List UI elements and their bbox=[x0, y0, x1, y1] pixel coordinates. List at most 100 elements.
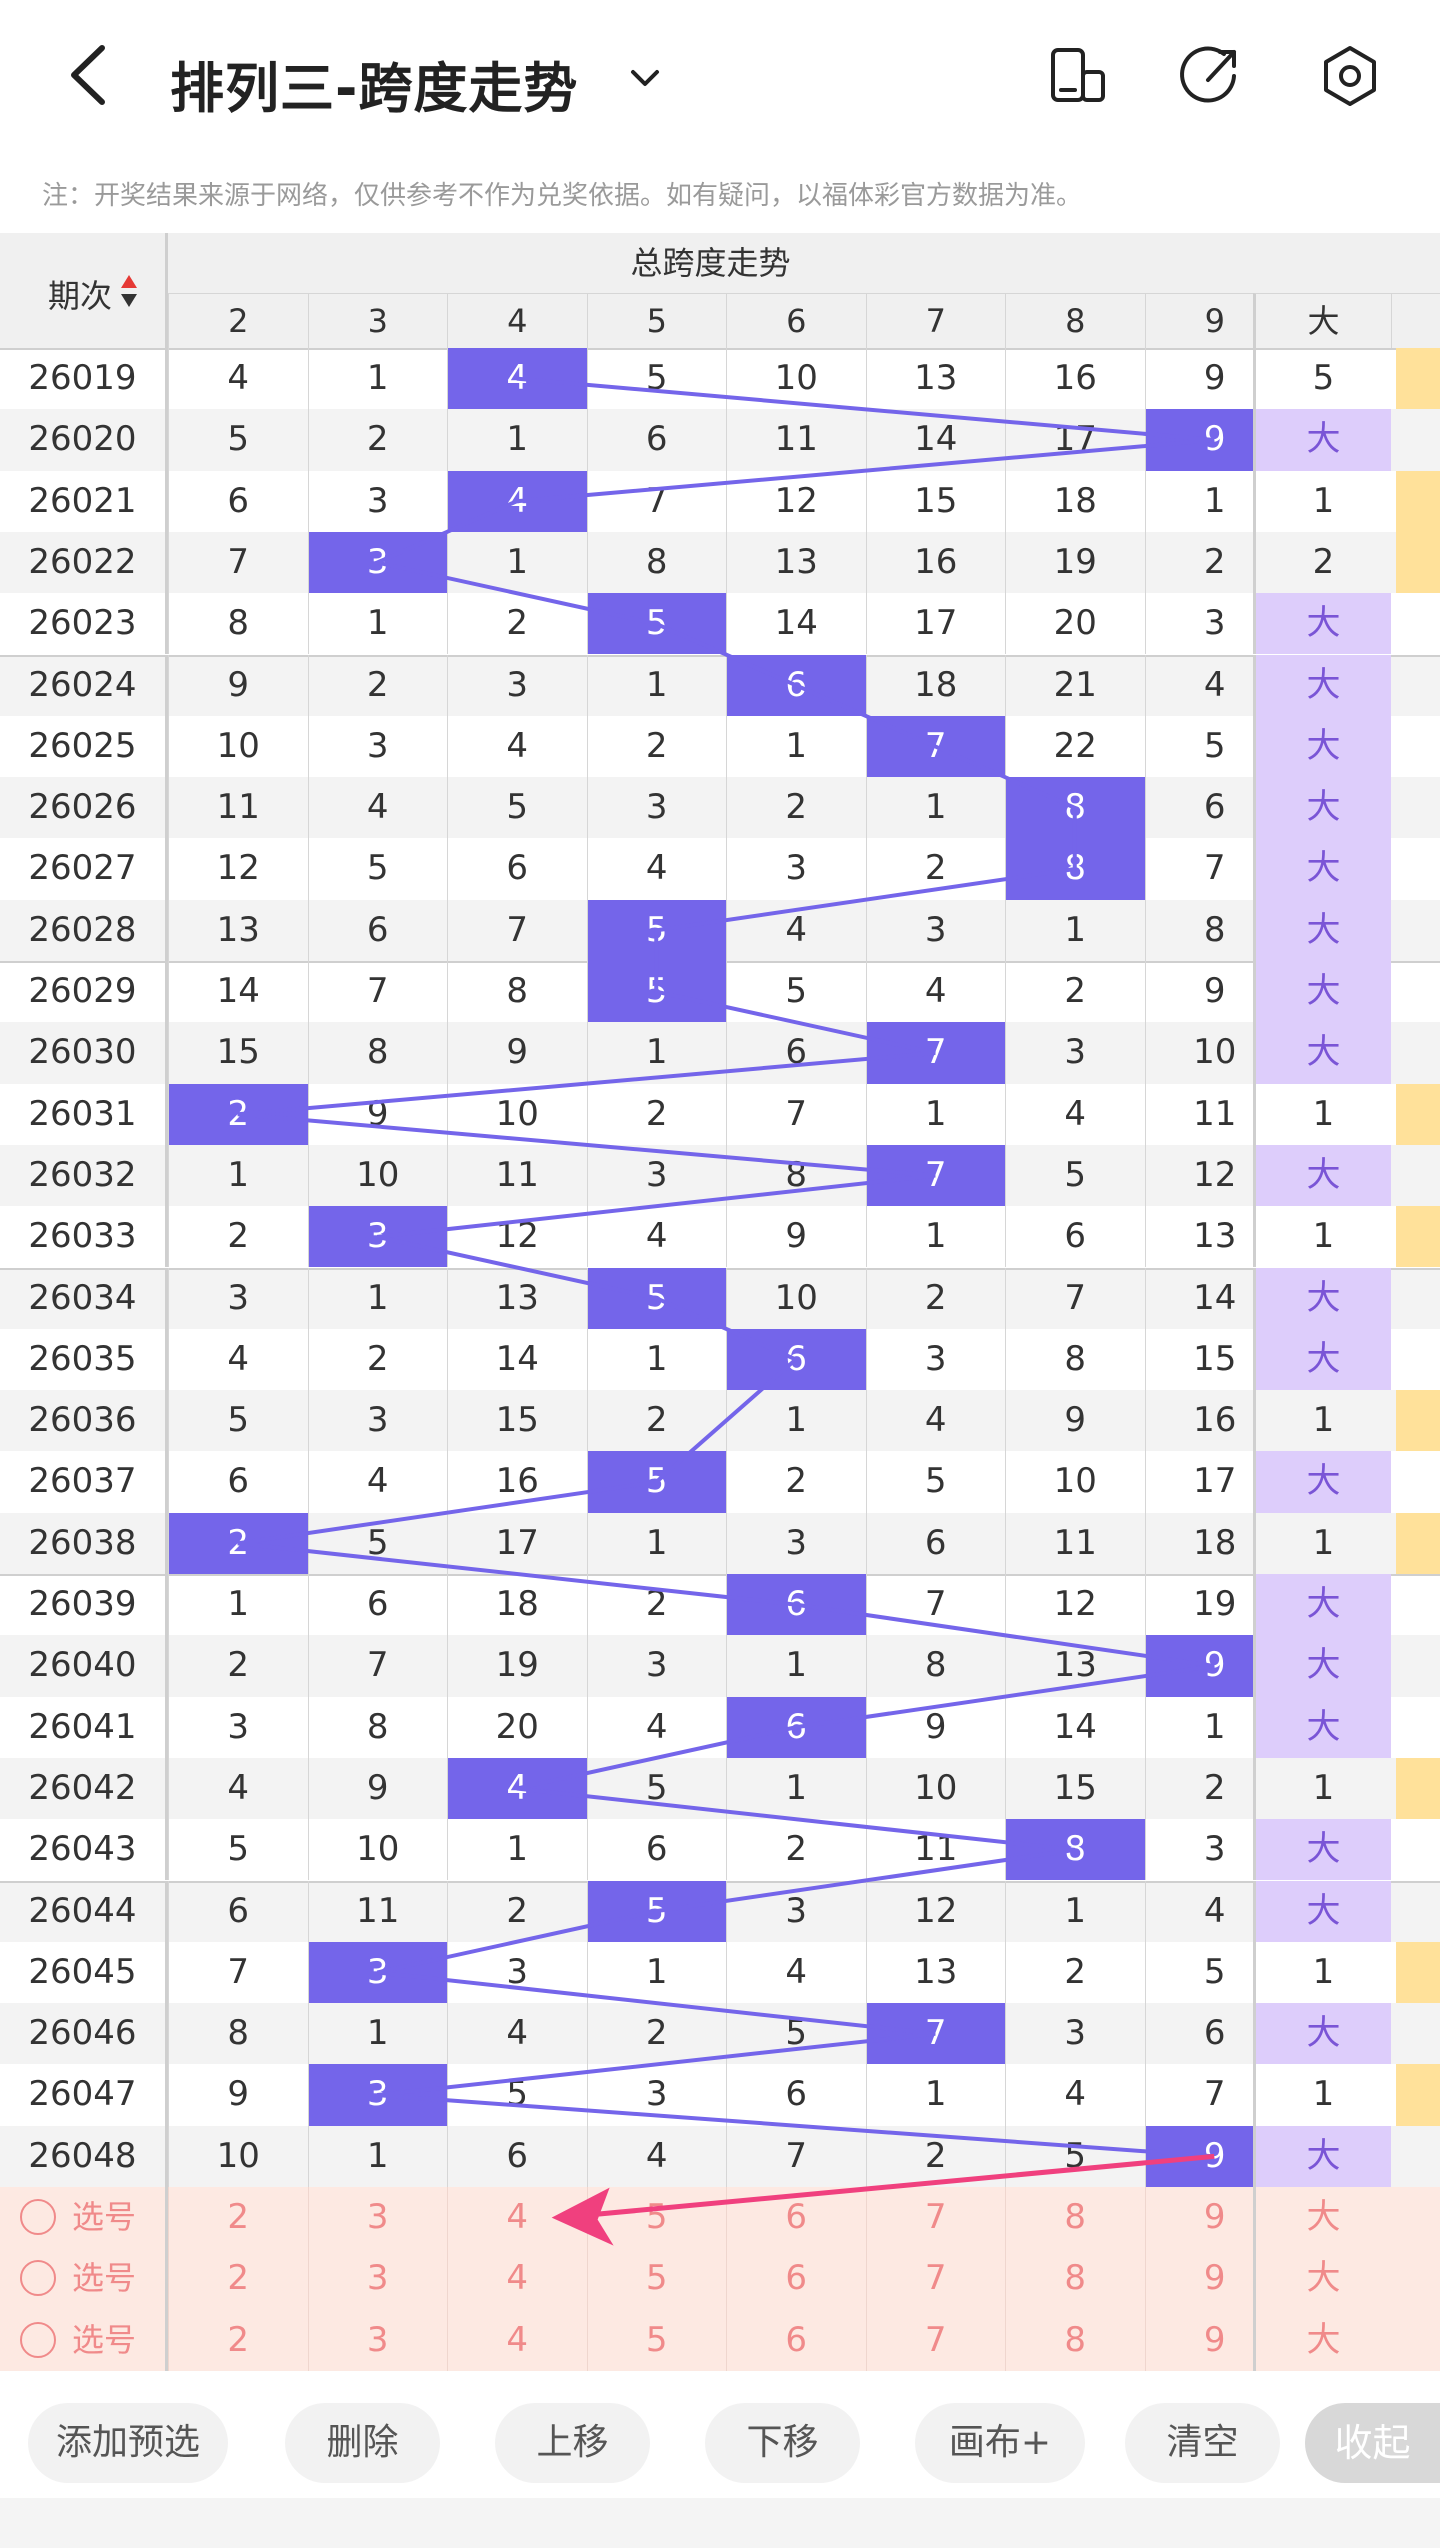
big-cell: 大 bbox=[1253, 1451, 1391, 1513]
pick-big-cell[interactable]: 大 bbox=[1253, 2248, 1391, 2310]
omission-cell: 1 bbox=[586, 654, 727, 716]
omission-cell: 7 bbox=[1005, 1267, 1145, 1329]
pick-cell[interactable]: 2 bbox=[168, 2248, 308, 2310]
toolbar-button[interactable]: 添加预选 bbox=[28, 2403, 228, 2483]
period-cell: 26042 bbox=[0, 1757, 168, 1820]
omission-cell: 6 bbox=[865, 1512, 1006, 1574]
omission-cell: 12 bbox=[1005, 1574, 1145, 1636]
omission-cell: 11 bbox=[447, 1144, 587, 1207]
radio-circle-icon[interactable] bbox=[20, 2199, 56, 2235]
layout-switch-icon[interactable] bbox=[1045, 44, 1109, 108]
period-cell: 26037 bbox=[0, 1451, 168, 1513]
omission-cell: 14 bbox=[865, 409, 1006, 471]
omission-cell: 5 bbox=[447, 777, 587, 839]
pick-row-label[interactable] bbox=[0, 2187, 168, 2249]
pick-big-cell[interactable]: 大 bbox=[1253, 2187, 1391, 2249]
omission-cell: 12 bbox=[447, 1206, 587, 1268]
big-omission-cell: 1 bbox=[1253, 2064, 1391, 2126]
omission-cell: 1 bbox=[586, 1022, 727, 1084]
omission-cell: 19 bbox=[1005, 531, 1145, 594]
period-header[interactable]: 期次 bbox=[0, 233, 168, 348]
pick-cell[interactable]: 6 bbox=[726, 2248, 866, 2310]
pick-cell[interactable]: 6 bbox=[726, 2309, 866, 2371]
omission-cell: 14 bbox=[447, 1328, 587, 1391]
omission-cell: 1 bbox=[307, 348, 448, 410]
hit-cell: 2 bbox=[168, 1512, 308, 1574]
pick-cell[interactable]: 8 bbox=[1005, 2309, 1145, 2371]
omission-cell: 8 bbox=[168, 2003, 308, 2065]
omission-cell: 13 bbox=[726, 531, 866, 594]
hit-cell: 4 bbox=[447, 1757, 587, 1820]
period-cell: 26031 bbox=[0, 1083, 168, 1145]
pick-cell[interactable]: 3 bbox=[307, 2309, 448, 2371]
omission-cell: 7 bbox=[726, 2125, 866, 2187]
omission-cell: 5 bbox=[726, 961, 866, 1023]
share-icon[interactable] bbox=[1178, 44, 1242, 108]
toolbar-button[interactable]: 下移 bbox=[705, 2403, 860, 2483]
pick-cell[interactable]: 7 bbox=[865, 2187, 1006, 2249]
pick-cell[interactable]: 4 bbox=[447, 2187, 587, 2249]
omission-cell: 2 bbox=[447, 593, 587, 655]
pick-cell[interactable]: 7 bbox=[865, 2248, 1006, 2310]
settings-icon[interactable] bbox=[1318, 44, 1382, 108]
radio-circle-icon[interactable] bbox=[20, 2260, 56, 2297]
side-strip bbox=[1396, 1574, 1440, 1635]
pick-cell[interactable]: 2 bbox=[168, 2309, 308, 2371]
big-omission-cell: 1 bbox=[1253, 1757, 1391, 1820]
toolbar-button[interactable]: 画布+ bbox=[915, 2403, 1085, 2483]
pick-row-label[interactable] bbox=[0, 2248, 168, 2310]
toolbar-button[interactable]: 清空 bbox=[1125, 2403, 1280, 2483]
pick-cell[interactable]: 5 bbox=[586, 2187, 727, 2249]
hit-cell: 5 bbox=[586, 1451, 726, 1513]
hit-cell: 8 bbox=[1005, 838, 1145, 900]
toolbar-button[interactable]: 删除 bbox=[285, 2403, 440, 2483]
omission-cell: 18 bbox=[1005, 470, 1145, 532]
pick-cell[interactable]: 5 bbox=[586, 2309, 727, 2371]
omission-cell: 22 bbox=[1005, 715, 1145, 778]
pick-big-cell[interactable]: 大 bbox=[1253, 2309, 1391, 2371]
page-title[interactable]: 排列三-跨度走势 bbox=[170, 57, 579, 120]
omission-cell: 1 bbox=[865, 2064, 1006, 2126]
period-header-label: 期次 bbox=[48, 277, 113, 315]
pick-cell[interactable]: 5 bbox=[586, 2248, 727, 2310]
pick-cell[interactable]: 9 bbox=[1144, 2248, 1285, 2310]
pick-cell[interactable]: 4 bbox=[447, 2309, 587, 2371]
period-cell: 26040 bbox=[0, 1635, 168, 1697]
table-header-row-1 bbox=[0, 233, 1440, 293]
omission-cell: 10 bbox=[447, 1083, 587, 1145]
pick-cell[interactable]: 2 bbox=[168, 2187, 308, 2249]
side-strip bbox=[1396, 961, 1440, 1022]
big-omission-cell: 1 bbox=[1253, 1206, 1391, 1268]
pick-cell[interactable]: 9 bbox=[1144, 2309, 1285, 2371]
group-title: 总跨度走势 bbox=[630, 244, 791, 282]
radio-circle-icon[interactable] bbox=[20, 2321, 56, 2358]
omission-cell: 2 bbox=[586, 715, 727, 778]
omission-cell: 4 bbox=[307, 1451, 448, 1513]
pick-label: 选号 bbox=[72, 2320, 137, 2359]
omission-cell: 13 bbox=[865, 1941, 1006, 2004]
back-arrow-icon[interactable] bbox=[60, 40, 120, 110]
omission-cell: 5 bbox=[168, 1819, 308, 1881]
chevron-down-icon[interactable] bbox=[625, 58, 665, 98]
pick-cell[interactable]: 8 bbox=[1005, 2248, 1145, 2310]
omission-cell: 13 bbox=[865, 348, 1006, 410]
hit-cell: 4 bbox=[447, 470, 587, 532]
pick-cell[interactable]: 7 bbox=[865, 2309, 1006, 2371]
pick-cell[interactable]: 8 bbox=[1005, 2187, 1145, 2249]
side-strip bbox=[1396, 1635, 1440, 1696]
pick-cell[interactable]: 3 bbox=[307, 2187, 448, 2249]
pick-cell[interactable]: 6 bbox=[726, 2187, 866, 2249]
toolbar-button[interactable]: 上移 bbox=[495, 2403, 650, 2483]
sort-icon[interactable] bbox=[120, 273, 138, 309]
pick-label: 选号 bbox=[72, 2259, 137, 2298]
pick-row-label[interactable] bbox=[0, 2309, 168, 2371]
omission-cell: 10 bbox=[307, 1144, 448, 1207]
omission-cell: 10 bbox=[168, 2125, 308, 2187]
side-strip bbox=[1396, 1451, 1440, 1512]
pick-cell[interactable]: 4 bbox=[447, 2248, 587, 2310]
omission-cell: 1 bbox=[307, 2003, 448, 2065]
big-cell: 大 bbox=[1253, 899, 1391, 961]
omission-cell: 13 bbox=[1005, 1635, 1145, 1697]
pick-cell[interactable]: 3 bbox=[307, 2248, 448, 2310]
collapse-button[interactable]: 收起 bbox=[1305, 2403, 1440, 2483]
